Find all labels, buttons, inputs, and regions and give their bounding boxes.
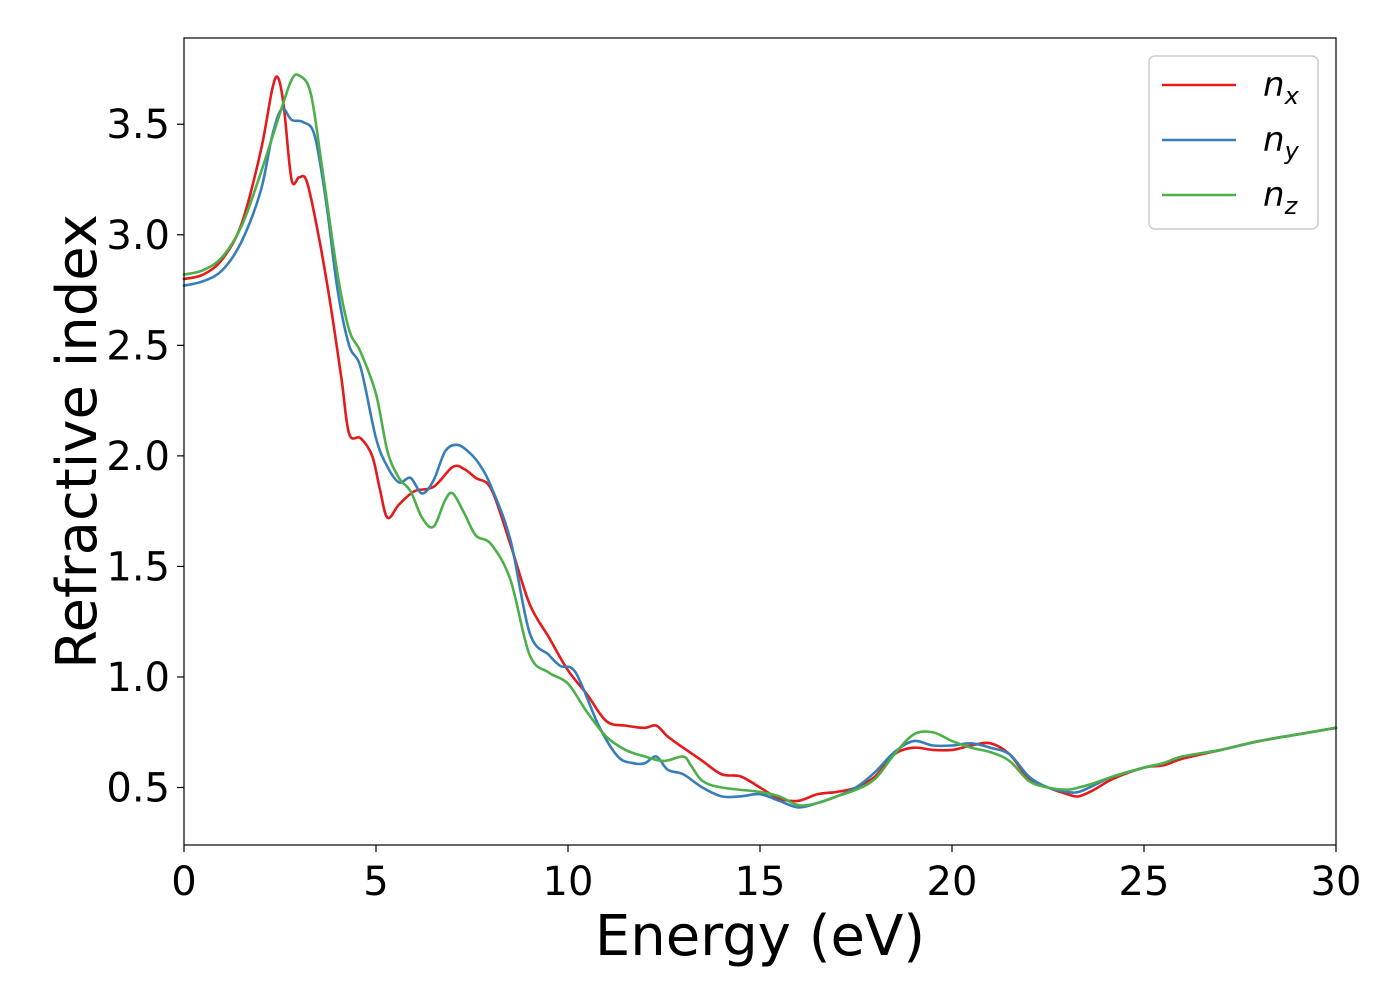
series-line-n-z [182, 73, 1338, 807]
legend-label-base: n [1263, 120, 1285, 160]
x-axis-label: Energy (eV) [595, 904, 925, 969]
y-tick-label: 0.5 [106, 766, 170, 812]
legend-box [1148, 55, 1319, 230]
x-tick-label: 5 [363, 859, 388, 905]
series-layer [182, 73, 1338, 809]
legend-label-subscript: y [1284, 137, 1300, 165]
legend-label-subscript: x [1284, 82, 1300, 110]
x-tick-label: 10 [543, 859, 594, 905]
legend-label-subscript: z [1284, 192, 1299, 220]
y-tick-label: 3.0 [106, 213, 170, 259]
y-tick-label: 2.5 [106, 323, 170, 369]
y-axis-label: Refractive index [45, 214, 110, 669]
y-tick-label: 1.0 [106, 655, 170, 701]
x-axis-ticks: 0 5 10 15 20 25 30 [171, 845, 1361, 905]
x-tick-label: 20 [927, 859, 978, 905]
x-tick-label: 15 [735, 859, 786, 905]
x-tick-label: 0 [171, 859, 196, 905]
legend-label-base: n [1263, 65, 1285, 105]
legend-label: ny [1263, 120, 1300, 165]
y-tick-label: 1.5 [106, 544, 170, 590]
legend-label: nx [1263, 65, 1300, 110]
legend-label-base: n [1263, 175, 1285, 215]
x-tick-label: 30 [1311, 859, 1362, 905]
y-axis-ticks: 0.5 1.0 1.5 2.0 2.5 3.0 3.5 [106, 102, 184, 812]
legend-label: nz [1263, 175, 1299, 220]
y-tick-label: 2.0 [106, 434, 170, 480]
x-tick-label: 25 [1119, 859, 1170, 905]
y-tick-label: 3.5 [106, 102, 170, 148]
